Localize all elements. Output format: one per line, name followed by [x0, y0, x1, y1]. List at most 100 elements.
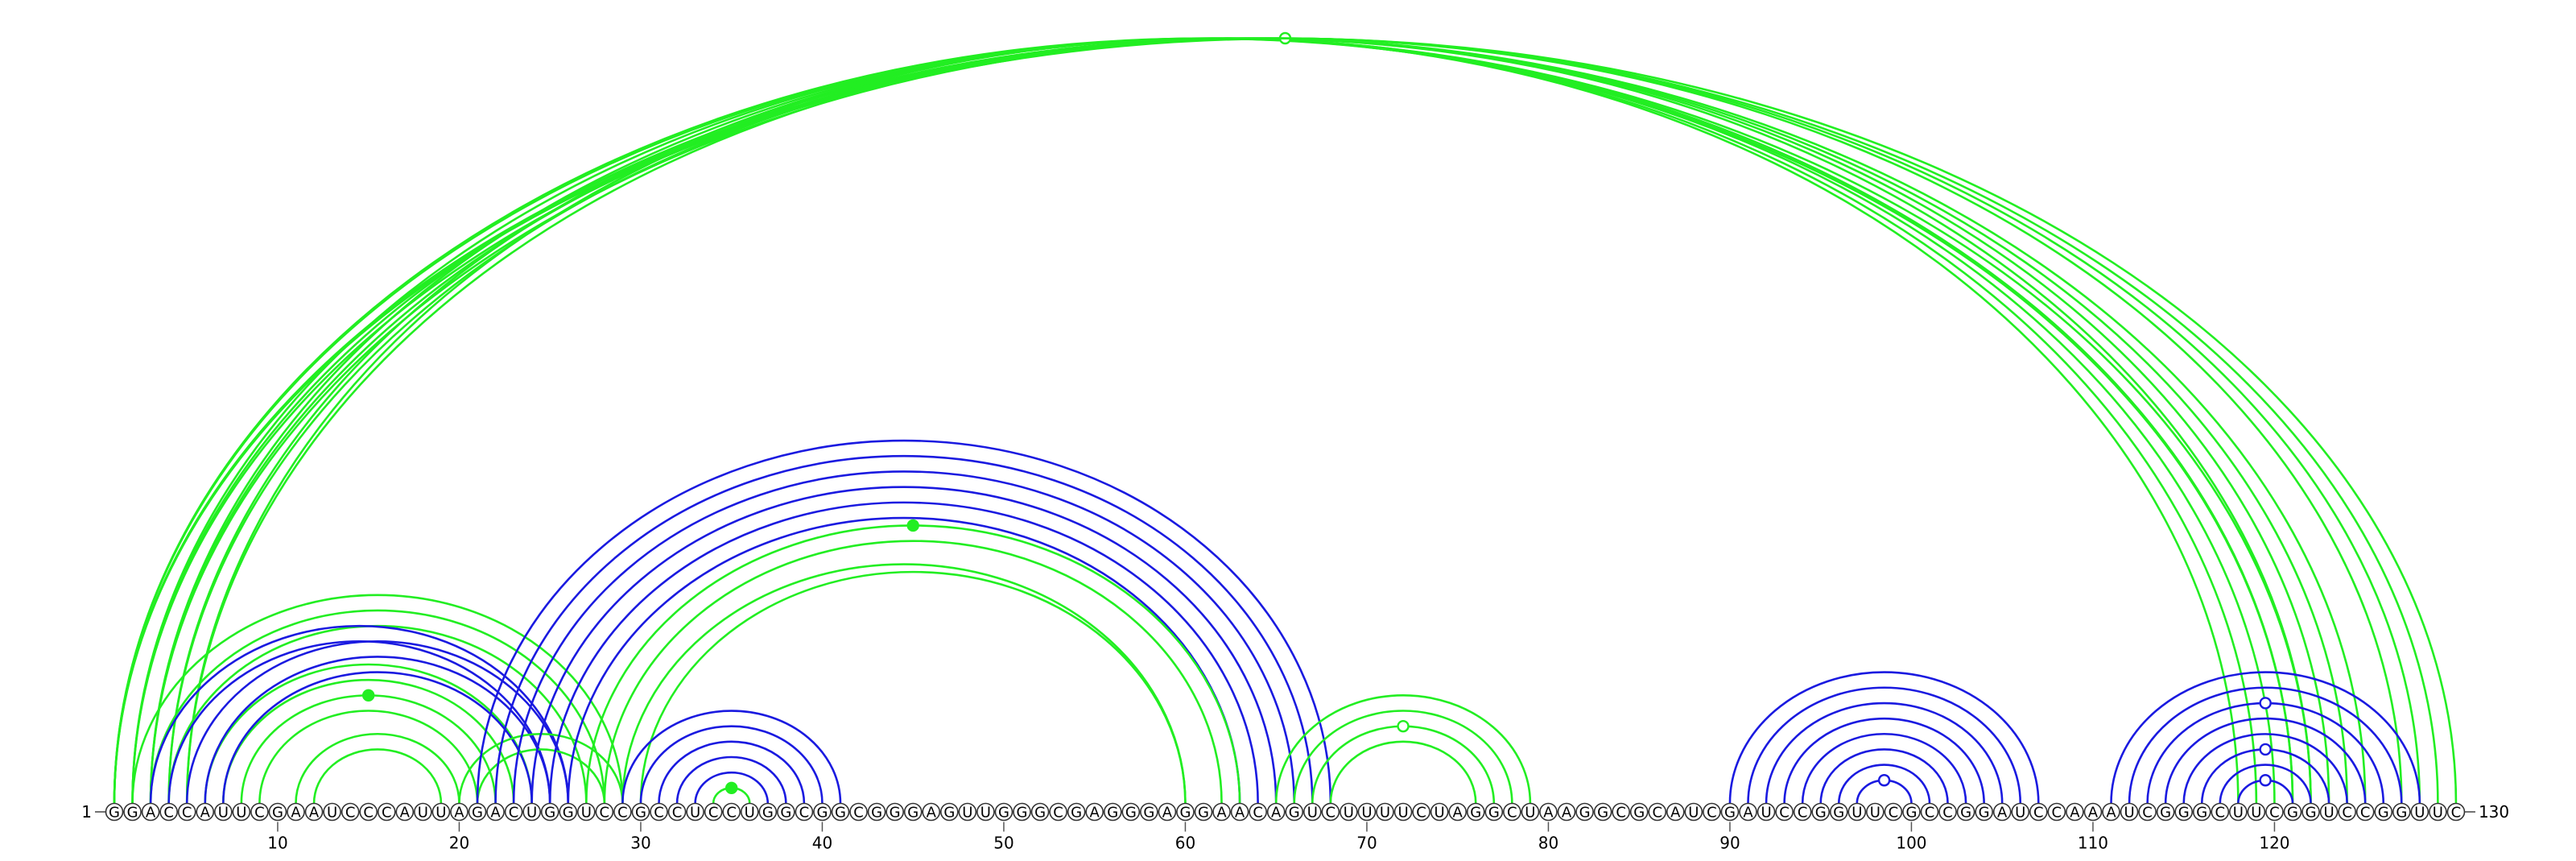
nucleotide-81: A — [1557, 802, 1576, 822]
nucleotide-circle — [576, 802, 596, 822]
nucleotide-22: A — [486, 802, 505, 822]
nucleotide-68: C — [1321, 802, 1340, 822]
nucleotide-85: G — [1629, 802, 1649, 822]
nucleotide-circle — [2047, 802, 2066, 822]
nucleotide-circle — [1503, 802, 1521, 822]
nucleotide-64: C — [1249, 802, 1267, 822]
nucleotide-circle — [1703, 802, 1721, 822]
nucleotide-33: U — [686, 802, 704, 822]
nucleotide-126: G — [2374, 802, 2393, 822]
arc-green-29-60 — [621, 563, 1187, 804]
nucleotide-7: U — [213, 802, 233, 822]
nucleotide-circle — [1612, 802, 1630, 822]
tick-label-100: 100 — [1896, 834, 1926, 853]
nucleotide-93: C — [1775, 802, 1794, 822]
nucleotide-circle — [813, 802, 832, 822]
nucleotide-3: A — [141, 802, 160, 822]
nucleotide-112: U — [2120, 802, 2139, 822]
nucleotide-circle — [141, 802, 160, 822]
nucleotide-circle — [1448, 802, 1467, 822]
nucleotide-letter: G — [2378, 805, 2389, 822]
nucleotide-59: A — [1158, 802, 1177, 822]
nucleotide-letter: G — [1488, 805, 1500, 822]
arc-blue-92-105 — [1765, 702, 2004, 804]
nucleotide-30: G — [631, 802, 650, 822]
nucleotide-letter: U — [745, 805, 755, 822]
nucleotide-116: G — [2192, 802, 2211, 822]
nucleotide-circle — [2283, 802, 2302, 822]
nucleotide-letter: U — [2124, 805, 2134, 822]
nucleotide-letter: C — [1942, 805, 1953, 822]
nucleotide-circle — [2066, 802, 2084, 822]
arc-blue-32-38 — [675, 755, 787, 804]
nucleotide-5: C — [177, 802, 196, 822]
nucleotide-letter: G — [2178, 805, 2190, 822]
nucleotide-letter: C — [1507, 805, 1517, 822]
nucleotide-letter: A — [2088, 805, 2099, 822]
nucleotide-circle — [1920, 802, 1939, 822]
nucleotide-letter: C — [2451, 805, 2462, 822]
nucleotide-129: U — [2429, 802, 2447, 822]
nucleotide-104: G — [1975, 802, 1993, 822]
nucleotide-53: C — [1049, 802, 1067, 822]
nucleotide-circle — [1902, 802, 1921, 822]
nucleotide-circle — [2102, 802, 2120, 822]
nucleotide-109: A — [2066, 802, 2084, 822]
nucleotide-110: A — [2083, 802, 2103, 822]
nucleotide-circle — [123, 802, 142, 822]
nucleotide-letter: C — [2052, 805, 2062, 822]
arc-blue-91-106 — [1747, 686, 2022, 804]
nucleotide-66: G — [1285, 802, 1304, 822]
nucleotide-letter: A — [1562, 805, 1572, 822]
nucleotide-circle — [414, 802, 432, 822]
nucleotide-letter: C — [2269, 805, 2280, 822]
nucleotide-circle — [1648, 802, 1667, 822]
nucleotide-circle — [177, 802, 196, 822]
nucleotide-46: A — [922, 802, 941, 822]
nucleotide-circle — [595, 802, 614, 822]
nucleotide-circle — [540, 802, 559, 822]
nucleotide-circle — [2355, 802, 2375, 822]
nucleotide-21: G — [468, 802, 487, 822]
nucleotide-118: U — [2229, 802, 2248, 822]
nucleotide-80: A — [1539, 802, 1558, 822]
nucleotide-circle — [2192, 802, 2211, 822]
nucleotide-circle — [1975, 802, 1993, 822]
tick-label-120: 120 — [2259, 834, 2289, 853]
nucleotide-61: G — [1194, 802, 1213, 822]
nucleotide-letter: G — [472, 805, 483, 822]
nucleotide-circle — [886, 802, 904, 822]
nucleotide-letter: C — [1253, 805, 1263, 822]
nucleotide-77: G — [1484, 802, 1504, 822]
arc-green-21-28 — [476, 748, 606, 804]
nucleotide-letter: A — [1997, 805, 2008, 822]
nucleotide-13: U — [323, 802, 341, 822]
nucleotide-16: C — [377, 802, 396, 822]
nucleotide-letter: U — [2251, 805, 2261, 822]
arc-green-66-78 — [1293, 710, 1513, 804]
nucleotide-letter: G — [1125, 805, 1137, 822]
nucleotide-letter: C — [254, 805, 265, 822]
arc-green-68-76 — [1329, 740, 1477, 804]
nucleotide-24: U — [522, 802, 541, 822]
nucleotide-letter: U — [2433, 805, 2443, 822]
nucleotide-letter: G — [780, 805, 791, 822]
nucleotide-letter: G — [2306, 805, 2317, 822]
arc-green-5-122 — [187, 39, 2310, 804]
nucleotide-letter: C — [600, 805, 610, 822]
nucleotide-circle — [1212, 802, 1231, 822]
arc-blue-95-102 — [1819, 748, 1949, 804]
nucleotide-letter: G — [907, 805, 919, 822]
nucleotide-circle — [2138, 802, 2157, 822]
arc-marker-hollow-97-100 — [1877, 774, 1891, 787]
nucleotide-letter: G — [1034, 805, 1046, 822]
nucleotide-56: G — [1103, 802, 1122, 822]
nucleotide-125: C — [2355, 802, 2375, 822]
nucleotide-97: U — [1847, 802, 1867, 822]
nucleotide-letter: G — [835, 805, 846, 822]
nucleotide-90: G — [1720, 802, 1740, 822]
nucleotide-circle — [1121, 802, 1141, 822]
nucleotide-circle — [323, 802, 341, 822]
nucleotide-circle — [1176, 802, 1195, 822]
